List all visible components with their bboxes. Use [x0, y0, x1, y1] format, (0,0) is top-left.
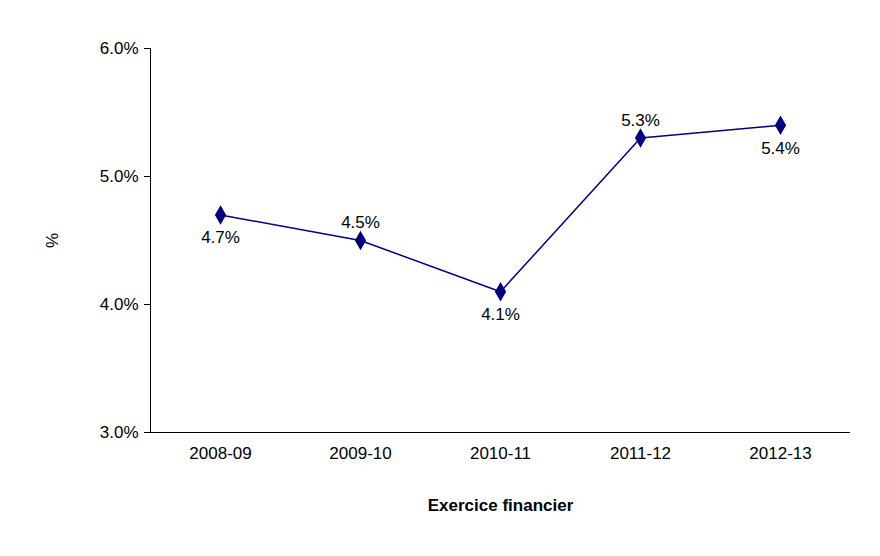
svg-text:4.5%: 4.5%: [341, 213, 380, 232]
svg-text:2012-13: 2012-13: [749, 444, 811, 463]
svg-text:Exercice financier: Exercice financier: [428, 496, 574, 515]
svg-text:2009-10: 2009-10: [329, 444, 391, 463]
svg-text:5.4%: 5.4%: [761, 139, 800, 158]
svg-text:5.0%: 5.0%: [100, 167, 139, 186]
svg-text:6.0%: 6.0%: [100, 39, 139, 58]
svg-text:2010-11: 2010-11: [470, 444, 531, 463]
svg-text:4.0%: 4.0%: [100, 295, 139, 314]
svg-text:5.3%: 5.3%: [621, 111, 660, 130]
svg-text:4.1%: 4.1%: [481, 305, 520, 324]
svg-text:2011-12: 2011-12: [610, 444, 671, 463]
svg-text:2008-09: 2008-09: [189, 444, 251, 463]
svg-text:3.0%: 3.0%: [100, 423, 139, 442]
svg-text:%: %: [43, 233, 62, 248]
svg-text:4.7%: 4.7%: [201, 228, 240, 247]
